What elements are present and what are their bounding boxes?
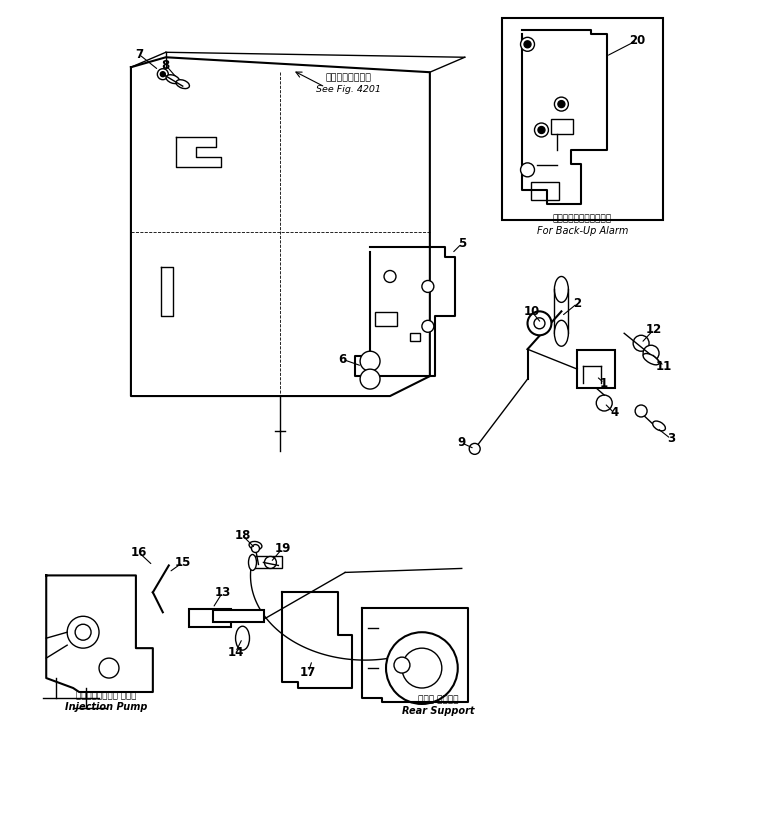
Text: リヤー サポート: リヤー サポート — [418, 695, 458, 704]
Bar — [551, 119, 573, 134]
Text: 12: 12 — [646, 323, 662, 336]
Text: 4: 4 — [610, 406, 619, 420]
Bar — [213, 610, 264, 622]
Circle shape — [521, 37, 534, 51]
Text: 20: 20 — [629, 34, 645, 47]
Ellipse shape — [235, 626, 249, 650]
Text: 6: 6 — [338, 353, 346, 365]
Text: For Back-Up Alarm: For Back-Up Alarm — [536, 226, 628, 236]
Circle shape — [521, 163, 534, 177]
Text: 16: 16 — [131, 546, 147, 559]
Circle shape — [384, 270, 396, 282]
Text: 第４２０１図参照: 第４２０１図参照 — [325, 73, 371, 82]
Polygon shape — [355, 246, 455, 376]
Text: 2: 2 — [573, 297, 581, 310]
Circle shape — [75, 624, 91, 640]
Text: 15: 15 — [174, 556, 191, 569]
Text: 3: 3 — [667, 433, 675, 446]
Circle shape — [157, 69, 168, 80]
Text: Rear Support: Rear Support — [402, 706, 474, 716]
Circle shape — [635, 405, 647, 417]
Polygon shape — [362, 608, 468, 702]
Bar — [375, 312, 397, 326]
Text: 13: 13 — [214, 586, 231, 599]
Bar — [188, 609, 231, 627]
Text: 17: 17 — [300, 666, 317, 679]
Circle shape — [643, 346, 659, 361]
Ellipse shape — [554, 320, 569, 346]
Polygon shape — [522, 30, 608, 204]
Ellipse shape — [249, 554, 256, 571]
Circle shape — [360, 351, 380, 371]
Circle shape — [596, 395, 612, 411]
Text: 14: 14 — [228, 645, 244, 658]
Circle shape — [528, 311, 551, 335]
Text: 11: 11 — [656, 360, 673, 373]
Text: バックアップアラーム用: バックアップアラーム用 — [553, 214, 612, 223]
Circle shape — [386, 632, 457, 704]
Polygon shape — [282, 593, 352, 688]
Circle shape — [538, 126, 545, 134]
Text: 19: 19 — [274, 542, 291, 555]
Text: 1: 1 — [600, 377, 608, 390]
Text: 7: 7 — [135, 48, 143, 61]
Circle shape — [534, 123, 548, 137]
Ellipse shape — [166, 75, 180, 84]
Circle shape — [633, 335, 649, 351]
Ellipse shape — [643, 354, 659, 365]
Circle shape — [360, 369, 380, 389]
Circle shape — [264, 557, 276, 568]
Ellipse shape — [653, 421, 665, 431]
Polygon shape — [131, 57, 430, 396]
Circle shape — [469, 443, 480, 454]
Text: 8: 8 — [162, 59, 170, 71]
Text: See Fig. 4201: See Fig. 4201 — [316, 85, 381, 94]
Circle shape — [402, 648, 442, 688]
Polygon shape — [46, 576, 152, 692]
Circle shape — [99, 658, 119, 678]
Text: 10: 10 — [523, 305, 540, 318]
Ellipse shape — [249, 541, 262, 549]
Bar — [501, 18, 663, 220]
Circle shape — [558, 101, 565, 108]
Circle shape — [422, 320, 434, 333]
Circle shape — [534, 318, 545, 328]
Text: 9: 9 — [457, 437, 466, 449]
Bar — [410, 333, 420, 342]
Circle shape — [524, 41, 531, 48]
Text: 5: 5 — [457, 237, 466, 250]
Bar — [253, 557, 282, 568]
Text: Injection Pump: Injection Pump — [65, 702, 147, 712]
Circle shape — [554, 97, 569, 111]
Circle shape — [160, 71, 165, 76]
Circle shape — [422, 281, 434, 292]
Ellipse shape — [554, 277, 569, 302]
Bar — [577, 351, 615, 388]
Text: インジェクション ポンプ: インジェクション ポンプ — [76, 691, 136, 700]
Bar — [532, 181, 559, 200]
Circle shape — [252, 544, 260, 553]
Circle shape — [394, 657, 410, 673]
Circle shape — [67, 617, 99, 648]
Ellipse shape — [176, 80, 189, 89]
Text: 18: 18 — [235, 529, 251, 542]
